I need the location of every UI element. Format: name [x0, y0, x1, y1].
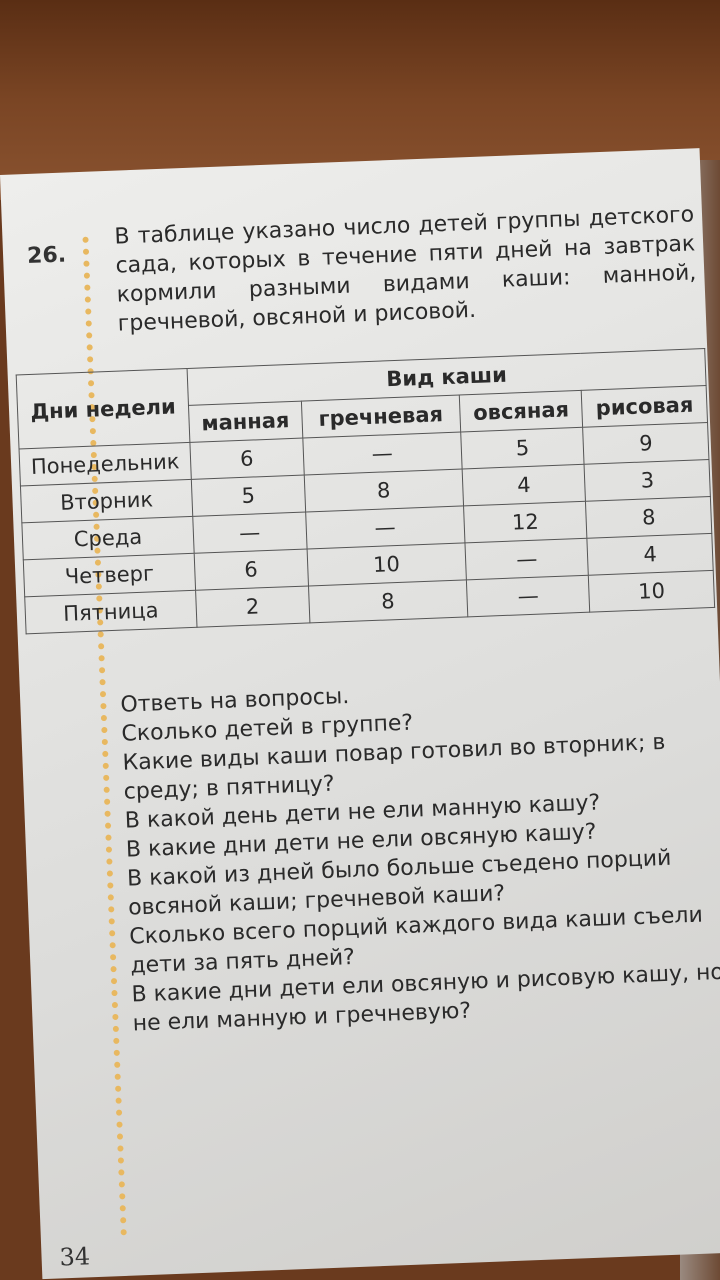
column-header: овсяная	[459, 390, 583, 433]
value-cell: 12	[463, 501, 588, 543]
column-header: гречневая	[300, 395, 461, 439]
textbook-page: 26. В таблице указано число детей группы…	[0, 148, 720, 1280]
task-number: 26.	[26, 242, 67, 270]
value-cell: 3	[584, 459, 711, 502]
value-cell: —	[302, 432, 463, 476]
value-cell: 5	[191, 475, 306, 517]
value-cell: —	[464, 538, 589, 580]
value-cell: 10	[588, 570, 715, 613]
value-cell: 10	[306, 542, 467, 586]
value-cell: 2	[195, 585, 310, 628]
value-cell: 8	[303, 468, 464, 513]
value-cell: —	[305, 505, 465, 550]
porridge-table: Дни недели Вид каши манная гречневая овс…	[16, 348, 715, 634]
day-cell: Пятница	[24, 590, 198, 634]
value-cell: 4	[462, 464, 586, 506]
value-cell: 8	[585, 496, 712, 539]
column-header: рисовая	[581, 385, 708, 428]
value-cell: 4	[587, 533, 714, 576]
task-text: В таблице указано число детей группы дет…	[113, 202, 697, 337]
row-header: Дни недели	[16, 368, 190, 449]
value-cell: 6	[194, 549, 309, 591]
value-cell: 5	[460, 427, 585, 469]
value-cell: —	[466, 575, 591, 617]
value-cell: 6	[189, 438, 304, 480]
column-header: манная	[188, 401, 303, 443]
value-cell: —	[192, 512, 307, 554]
page-number: 34	[59, 1242, 91, 1272]
value-cell: 9	[582, 422, 709, 465]
value-cell: 8	[308, 579, 468, 623]
questions-list: Ответь на вопросы. Сколько детей в групп…	[120, 668, 720, 1039]
